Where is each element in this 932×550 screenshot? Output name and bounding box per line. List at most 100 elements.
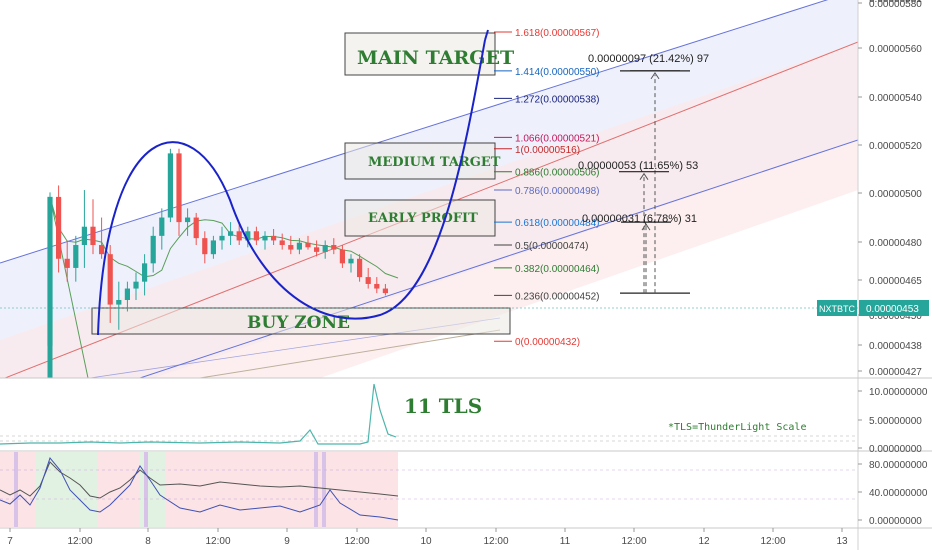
candle-body <box>374 283 380 289</box>
candle-body <box>116 300 122 305</box>
tls-footnote: *TLS=ThunderLight Scale <box>668 422 806 433</box>
candle-body <box>357 258 363 278</box>
candle-body <box>47 196 53 378</box>
candle-body <box>271 235 277 241</box>
candle-body <box>228 231 234 236</box>
candle-body <box>236 231 242 241</box>
time-tick-label: 8 <box>145 536 151 547</box>
candle-body <box>185 217 191 223</box>
time-tick-label: 12:00 <box>67 536 92 547</box>
time-tick-label: 12:00 <box>205 536 230 547</box>
fib-level-label: 0.382(0.00000464) <box>515 264 600 275</box>
candle-body <box>253 231 259 241</box>
osc-tick-label: 0.00000000 <box>869 516 922 527</box>
tls-annotation: 11 TLS <box>404 394 482 418</box>
time-tick-label: 13 <box>836 536 848 547</box>
measure-label: 0.00000097 (21.42%) 97 <box>588 53 709 65</box>
fib-level-label: 0.236(0.00000452) <box>515 291 600 302</box>
candle-body <box>193 217 199 239</box>
tls-line <box>0 383 397 445</box>
candles <box>47 148 388 378</box>
candle-body <box>262 235 268 241</box>
price-tick-label: 0.00000450 <box>869 311 922 322</box>
fib-level-label: 1.618(0.00000567) <box>515 28 600 39</box>
last-price-text: 0.00000453 <box>866 304 919 315</box>
tls-tick-label: 10.00000000 <box>869 387 928 398</box>
fib-level-label: 0(0.00000432) <box>515 337 580 348</box>
candle-body <box>314 247 320 252</box>
price-tick-label: 0.00000560 <box>869 44 922 55</box>
measurements: 0.00000097 (21.42%) 97 0.00000053 (11.65%… <box>578 53 709 294</box>
tls-pane: 11 TLS *TLS=ThunderLight Scale 10.000000… <box>0 383 928 455</box>
candle-body <box>348 258 354 264</box>
candle-body <box>90 226 96 246</box>
candle-body <box>56 196 62 259</box>
time-tick-label: 7 <box>7 536 13 547</box>
tls-tick-label: 0.00000000 <box>869 444 922 455</box>
time-tick-label: 12:00 <box>760 536 785 547</box>
candle-body <box>150 235 156 264</box>
zone-boxes: MAIN TARGET MEDIUM TARGET EARLY PROFIT BUY … <box>91 32 514 335</box>
fibonacci-levels: 1.618(0.00000567) 1.414(0.00000550) 1.272(… <box>494 28 600 348</box>
cup-projection-curve <box>97 39 486 336</box>
measure-label: 0.00000053 (11.65%) 53 <box>578 160 698 172</box>
price-tick-label: 0.00000580 <box>869 0 922 10</box>
zone-box <box>91 307 511 335</box>
price-tick-label: 0.00000540 <box>869 93 922 104</box>
candle-body <box>107 254 113 305</box>
candle-body <box>124 288 130 300</box>
time-tick-label: 12:00 <box>621 536 646 547</box>
price-tick-label: 0.00000438 <box>869 341 922 352</box>
zone-label: EARLY PROFIT <box>368 211 478 226</box>
candle-body <box>382 288 388 294</box>
candle-body <box>167 153 173 218</box>
candle-body <box>73 245 79 268</box>
time-tick-label: 12:00 <box>483 536 508 547</box>
candle-body <box>202 238 208 255</box>
fib-level-label: 1(0.00000516) <box>515 145 580 156</box>
fib-level-label: 1.414(0.00000550) <box>515 67 600 78</box>
zone-box <box>344 32 496 76</box>
osc-tick-label: 80.00000000 <box>869 460 928 471</box>
time-tick-label: 9 <box>284 536 290 547</box>
candle-body <box>210 240 216 255</box>
symbol-tag <box>817 300 857 316</box>
price-axis: 0.00000580 0.00000560 0.00000540 0.00000520… <box>858 0 922 378</box>
candle-body <box>331 245 337 250</box>
price-tick-label: 0.00000500 <box>869 189 922 200</box>
candle-body <box>296 242 302 250</box>
tls-tick-label: 5.00000000 <box>869 416 922 427</box>
fib-level-label: 1.272(0.00000538) <box>515 94 600 105</box>
candle-body <box>99 245 105 255</box>
candle-body <box>339 249 345 264</box>
osc-tick-label: 40.00000000 <box>869 488 928 499</box>
candle-body <box>288 245 294 250</box>
candle-body <box>245 231 251 241</box>
zone-label: MEDIUM TARGET <box>368 155 501 170</box>
time-tick-label: 10 <box>420 536 432 547</box>
oscillator-main-line <box>0 456 399 521</box>
zone-box <box>344 142 496 180</box>
symbol-tag-text: NXTBTC <box>819 304 856 314</box>
price-tick-label: 0.00000581 <box>869 0 922 5</box>
time-tick-label: 11 <box>560 536 571 547</box>
zone-label: MAIN TARGET <box>357 47 514 69</box>
fib-level-label: 0.786(0.00000498) <box>515 186 600 197</box>
fib-level-label: 0.5(0.00000474) <box>515 241 588 252</box>
time-tick-label: 12:00 <box>344 536 369 547</box>
candle-body <box>322 245 328 252</box>
last-price-tag <box>859 300 929 316</box>
measure-label: 0.00000031 (6.78%) 31 <box>582 213 697 225</box>
price-tick-label: 0.00000520 <box>869 141 922 152</box>
candle-body <box>176 153 182 223</box>
candle-body <box>305 242 311 248</box>
fib-level-label: 0.618(0.00000484) <box>515 218 600 229</box>
fib-level-label: 1.066(0.00000521) <box>515 133 600 144</box>
candle-body <box>279 240 285 246</box>
candle-body <box>133 281 139 289</box>
candle-body <box>64 258 70 268</box>
candle-body <box>159 217 165 236</box>
oscillator-pane: 80.00000000 40.00000000 0.00000000 <box>0 452 928 527</box>
price-tick-label: 0.00000465 <box>869 276 922 287</box>
